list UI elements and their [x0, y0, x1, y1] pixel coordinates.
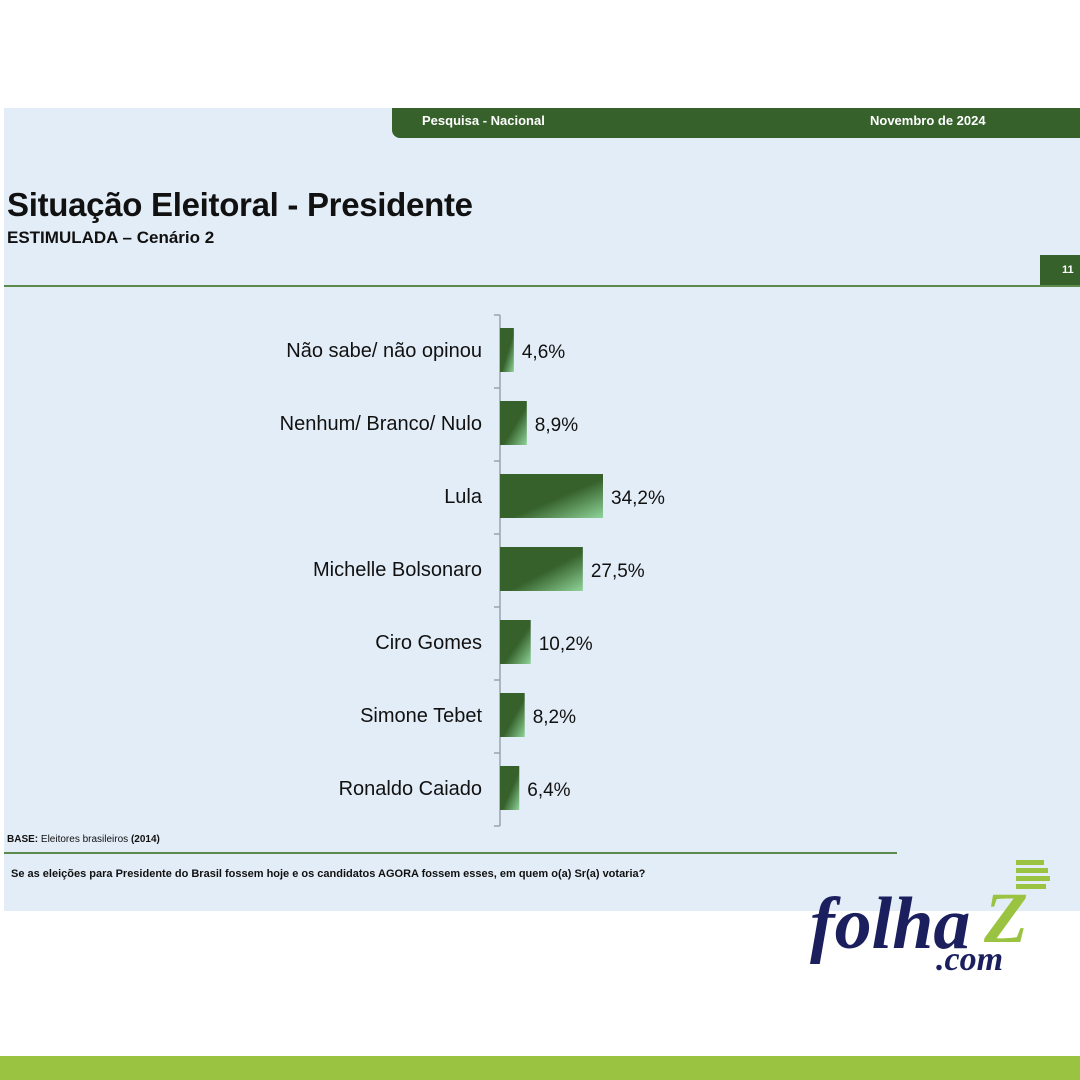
base-year: (2014) — [130, 834, 160, 845]
category-label: Simone Tebet — [360, 705, 482, 727]
bar — [500, 328, 514, 372]
footer-divider — [4, 852, 897, 854]
bar — [500, 620, 531, 664]
bar — [500, 693, 525, 737]
survey-question: Se as eleições para Presidente do Brasil… — [11, 868, 646, 880]
value-label: 34,2% — [611, 488, 665, 509]
bar — [500, 766, 520, 810]
logo-letter: Z — [983, 878, 1028, 958]
bar — [500, 547, 583, 591]
base-note: BASE: Eleitores brasileiros (2014) — [7, 834, 160, 845]
category-label: Nenhum/ Branco/ Nulo — [280, 413, 482, 435]
folhaz-logo: folha Z .com — [810, 860, 1050, 978]
page-title: Situação Eleitoral - Presidente — [7, 186, 473, 223]
category-label: Lula — [444, 486, 483, 508]
logo-stripes-icon — [1016, 860, 1050, 889]
category-label: Não sabe/ não opinou — [286, 340, 482, 362]
value-label: 8,2% — [533, 707, 576, 728]
page-subtitle: ESTIMULADA – Cenário 2 — [7, 228, 215, 247]
page-number-badge: 11 — [1040, 255, 1080, 285]
value-label: 27,5% — [591, 561, 645, 582]
survey-date-label: Novembro de 2024 — [870, 113, 986, 128]
value-label: 8,9% — [535, 415, 578, 436]
base-label: BASE: — [7, 834, 39, 845]
category-label: Ronaldo Caiado — [339, 778, 482, 800]
category-label: Ciro Gomes — [375, 632, 482, 654]
bar — [500, 474, 603, 518]
bar — [500, 401, 527, 445]
value-label: 4,6% — [522, 342, 565, 363]
logo-word: folha — [810, 883, 970, 965]
value-label: 10,2% — [539, 634, 593, 655]
category-label: Michelle Bolsonaro — [313, 559, 482, 581]
survey-scope-label: Pesquisa - Nacional — [422, 113, 545, 128]
base-text: Eleitores brasileiros — [40, 834, 129, 845]
logo-suffix: .com — [936, 941, 1003, 978]
header-divider — [4, 285, 1080, 287]
bottom-accent-bar — [0, 1056, 1080, 1080]
header-bar: Pesquisa - Nacional Novembro de 2024 — [392, 108, 1080, 138]
value-label: 6,4% — [527, 780, 570, 801]
